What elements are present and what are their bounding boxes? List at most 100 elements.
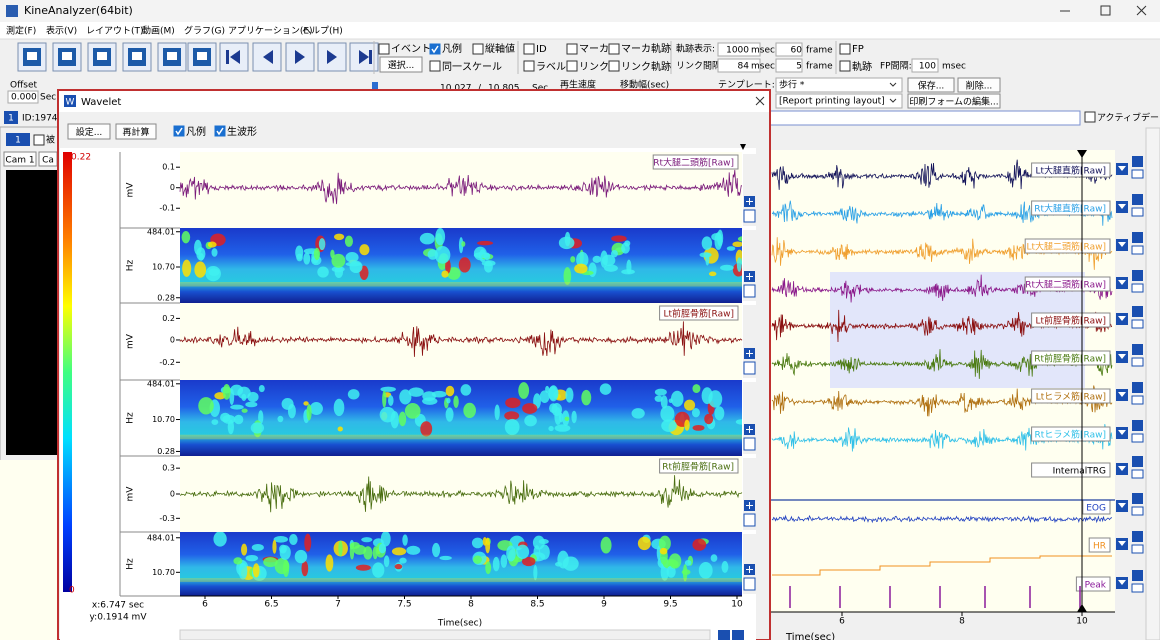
spectrogram-blob [220,412,231,423]
scale-button[interactable] [743,209,756,223]
checkbox[interactable] [378,43,390,55]
scale-button[interactable] [1132,156,1143,167]
settings-button[interactable] [67,123,111,140]
scale-button[interactable] [1132,493,1143,504]
input[interactable] [775,42,803,57]
scale-button[interactable] [743,361,756,375]
checkbox[interactable] [429,60,441,72]
checkbox[interactable] [608,60,620,72]
scale-button[interactable] [1131,245,1144,255]
unit: frame [806,62,833,72]
scale-button[interactable] [1131,395,1144,405]
scale-button[interactable] [743,513,756,527]
dropdown[interactable] [775,93,903,109]
save-button[interactable] [907,77,955,93]
checkbox[interactable] [33,134,45,146]
checkbox[interactable] [839,43,851,55]
scale-button[interactable] [1131,506,1144,516]
button-arrow [1118,503,1126,508]
play-speed: 再生速度 [560,79,596,91]
menu-item[interactable]: アプリケーション(E) [228,26,313,37]
spectrogram-blob [304,533,312,552]
save-button-label[interactable]: 保存... [918,80,945,92]
scale-button[interactable] [1131,207,1144,217]
edit-form-button[interactable] [907,93,1001,109]
spectrogram-blob [604,264,618,272]
dropdown[interactable] [775,77,903,93]
scale-button[interactable] [1131,319,1144,329]
button-arrow [1118,242,1126,247]
scale-button[interactable] [1132,344,1143,355]
tool-icon-inner [97,52,107,60]
cam-tab-label[interactable]: Cam 1 [5,156,34,166]
input[interactable] [7,90,39,104]
input[interactable] [769,110,1081,126]
menu-item[interactable]: 表示(V) [46,25,77,37]
input[interactable] [717,42,761,57]
axis-unit: Hz [126,412,136,424]
recalc-button-label[interactable]: 再計算 [122,126,149,138]
scale-button[interactable] [1131,433,1144,443]
menu-item[interactable]: 動画(M) [142,26,175,37]
button-arrow [1118,466,1126,471]
scale-button[interactable] [1132,232,1143,243]
scale-button[interactable] [1131,544,1144,554]
scale-button[interactable] [1132,420,1143,431]
scale-button[interactable] [1132,382,1143,393]
spectrogram-blob [399,389,412,405]
zoom-button[interactable] [732,630,744,640]
spectrogram-blob [303,252,311,265]
checkbox[interactable] [608,43,620,55]
checkbox[interactable] [472,43,484,55]
tool-button[interactable] [187,42,217,72]
scale-button[interactable] [1132,531,1143,542]
hr-trace [772,555,1112,576]
zoom-button[interactable] [718,630,730,640]
input[interactable] [717,58,761,73]
scale-button[interactable] [1131,283,1144,293]
checkbox[interactable] [523,43,535,55]
scrollbar [1145,127,1160,640]
checkbox[interactable] [566,43,578,55]
menu-item[interactable]: レイアウト(T) [86,26,144,37]
input[interactable] [911,58,939,73]
checkbox[interactable] [214,125,226,137]
cam-tab-label[interactable]: Ca [42,156,54,166]
menu-item[interactable]: ヘルプ(H) [302,26,343,37]
checkbox[interactable] [523,60,535,72]
select-button-label[interactable]: 選択... [388,59,415,71]
button-arrow [1118,280,1126,285]
checkbox[interactable] [173,125,185,137]
recalc-button[interactable] [115,123,157,140]
menu-item[interactable]: 測定(F) [6,25,36,37]
scale-button[interactable] [1131,357,1144,367]
scale-button[interactable] [1131,169,1144,179]
maximize[interactable] [1100,5,1111,16]
scale-button[interactable] [743,437,756,451]
scale-button[interactable] [1132,194,1143,205]
delete-button-label[interactable]: 削除... [966,80,993,92]
close-b [1136,5,1147,16]
scale-button[interactable] [743,577,756,591]
scale-button[interactable] [743,284,756,298]
edit-form-button-label[interactable]: 印刷フォームの編集... [909,96,998,108]
checkbox[interactable] [839,60,851,72]
checkbox[interactable] [566,60,578,72]
delete-button[interactable] [957,77,1001,93]
scale-button[interactable] [1132,570,1143,581]
checkbox[interactable] [1084,111,1096,123]
input[interactable] [775,58,803,73]
scale-button[interactable] [1131,469,1144,479]
menu-item[interactable]: グラフ(G) [184,25,225,37]
scale-button[interactable] [1131,583,1144,593]
cam-tab[interactable] [3,151,37,167]
scale-button[interactable] [1132,456,1143,467]
checkbox[interactable] [429,43,441,55]
y-tick-label: 10.70 [152,263,175,272]
scale-button[interactable] [1132,270,1143,281]
select-button[interactable] [379,56,423,73]
spectrogram-blob [460,384,472,396]
settings-button-label[interactable]: 設定... [76,126,103,138]
spectrogram-blob [325,554,334,572]
scale-button[interactable] [1132,306,1143,317]
